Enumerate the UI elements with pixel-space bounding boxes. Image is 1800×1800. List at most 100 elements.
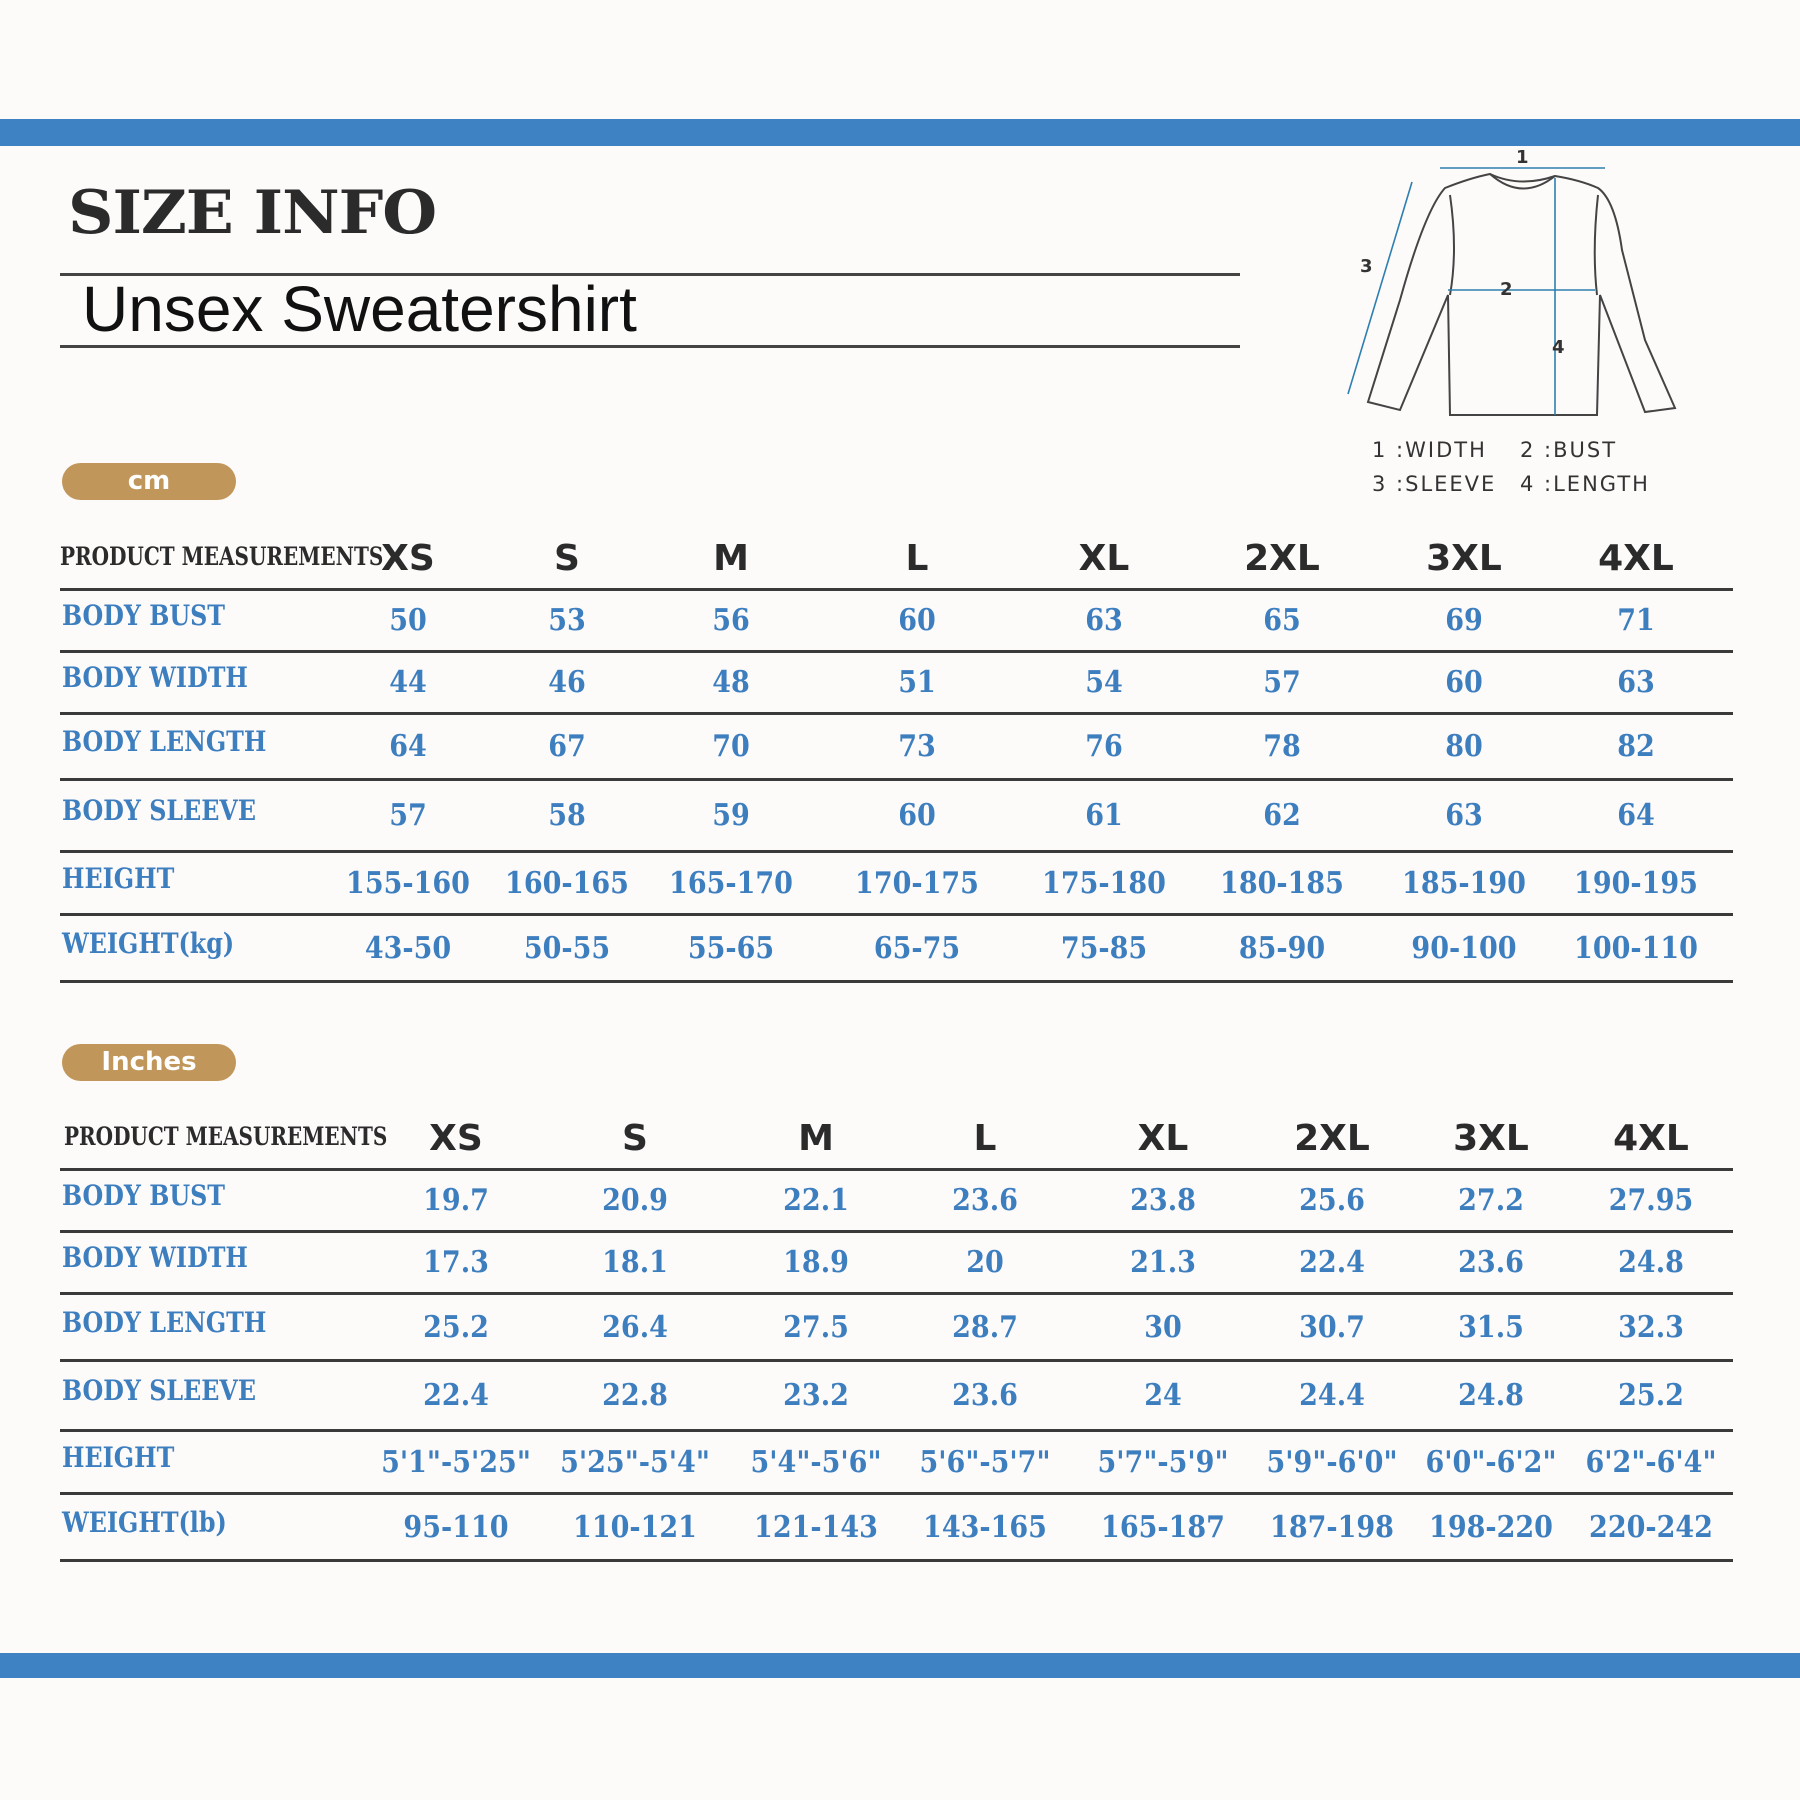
table-cell: 23.6 <box>952 1183 1018 1218</box>
header-product-measurements: PRODUCT MEASUREMENTS <box>64 1122 388 1151</box>
legend-sleeve: 3 :SLEEVE <box>1372 472 1497 496</box>
unit-badge-inches: Inches <box>62 1044 236 1081</box>
table-cell: 75-85 <box>1060 930 1148 966</box>
table-cell: 18.1 <box>602 1245 668 1280</box>
table-cell: 60 <box>898 798 936 833</box>
table-cell: 20.9 <box>602 1183 668 1218</box>
row-label-body-width: BODY WIDTH <box>62 661 248 694</box>
table-cell: 23.6 <box>952 1378 1018 1413</box>
table-cell: 60 <box>1445 665 1483 700</box>
row-label-weight-lb-: WEIGHT(lb) <box>62 1505 227 1539</box>
row-label-body-sleeve: BODY SLEEVE <box>62 1374 257 1407</box>
diagram-marker-4: 4 <box>1552 337 1565 358</box>
row-divider <box>60 1492 1733 1495</box>
row-divider <box>60 778 1733 781</box>
row-label-body-sleeve: BODY SLEEVE <box>62 794 257 827</box>
legend-bust: 2 :BUST <box>1520 438 1618 462</box>
table-cell: 56 <box>712 603 750 638</box>
table-cell: 63 <box>1445 798 1483 833</box>
size-header-4xl: 4XL <box>1598 538 1674 579</box>
table-cell: 44 <box>389 665 427 700</box>
sweatshirt-outline <box>1366 172 1677 416</box>
table-cell: 50 <box>389 603 427 638</box>
row-divider <box>60 1168 1733 1171</box>
title-divider-top <box>60 273 1240 276</box>
diagram-marker-2: 2 <box>1500 279 1513 300</box>
table-cell: 95-110 <box>403 1509 509 1545</box>
size-header-xl: XL <box>1078 538 1130 579</box>
table-cell: 5'9"-6'0" <box>1266 1444 1398 1480</box>
table-cell: 73 <box>898 729 936 764</box>
table-cell: 19.7 <box>423 1183 489 1218</box>
table-cell: 27.2 <box>1458 1183 1524 1218</box>
row-divider <box>60 588 1733 591</box>
table-cell: 82 <box>1617 729 1655 764</box>
table-cell: 27.5 <box>783 1309 849 1345</box>
table-cell: 143-165 <box>923 1509 1047 1545</box>
table-cell: 67 <box>548 729 586 764</box>
row-label-body-length: BODY LENGTH <box>62 725 267 758</box>
table-cell: 63 <box>1617 665 1655 700</box>
table-cell: 198-220 <box>1429 1509 1553 1545</box>
row-label-body-length: BODY LENGTH <box>62 1305 267 1339</box>
unit-badge-cm: cm <box>62 463 236 500</box>
row-divider <box>60 913 1733 916</box>
size-header-3xl: 3XL <box>1426 538 1502 579</box>
table-cell: 57 <box>1263 665 1301 700</box>
size-header-2xl: 2XL <box>1294 1118 1370 1159</box>
bottom-accent-bar <box>0 1653 1800 1678</box>
table-cell: 220-242 <box>1589 1509 1713 1545</box>
row-divider <box>60 650 1733 653</box>
table-cell: 65-75 <box>873 930 961 966</box>
table-cell: 6'0"-6'2" <box>1425 1444 1557 1480</box>
row-label-body-width: BODY WIDTH <box>62 1241 248 1274</box>
table-cell: 55-65 <box>687 930 775 966</box>
table-cell: 31.5 <box>1458 1309 1524 1345</box>
table-cell: 24.4 <box>1299 1378 1365 1413</box>
size-header-xl: XL <box>1137 1118 1189 1159</box>
table-cell: 43-50 <box>364 930 452 966</box>
table-cell: 26.4 <box>602 1309 668 1345</box>
table-cell: 22.8 <box>602 1378 668 1413</box>
table-cell: 25.2 <box>1618 1378 1684 1413</box>
table-cell: 46 <box>548 665 586 700</box>
size-header-l: L <box>973 1118 997 1159</box>
size-header-xs: XS <box>429 1118 483 1159</box>
top-accent-bar <box>0 119 1800 146</box>
table-cell: 22.4 <box>1299 1245 1365 1280</box>
diagram-marker-1: 1 <box>1516 147 1529 168</box>
product-name: Unsex Sweatershirt <box>82 273 637 345</box>
size-header-m: M <box>798 1118 834 1159</box>
table-cell: 121-143 <box>754 1509 878 1545</box>
row-label-body-bust: BODY BUST <box>62 1179 225 1212</box>
table-cell: 70 <box>712 729 750 764</box>
table-cell: 165-187 <box>1101 1509 1225 1545</box>
table-cell: 170-175 <box>855 865 979 901</box>
table-cell: 80 <box>1445 729 1483 764</box>
sleeve-arrow <box>1347 181 1413 395</box>
title-divider-bottom <box>60 345 1240 348</box>
table-cell: 62 <box>1263 798 1301 833</box>
table-cell: 175-180 <box>1042 865 1166 901</box>
diagram-marker-3: 3 <box>1360 256 1373 277</box>
row-divider <box>60 1559 1733 1562</box>
table-cell: 5'7"-5'9" <box>1097 1444 1229 1480</box>
table-cell: 69 <box>1445 603 1483 638</box>
table-cell: 6'2"-6'4" <box>1585 1444 1717 1480</box>
table-cell: 23.2 <box>783 1378 849 1413</box>
size-header-3xl: 3XL <box>1453 1118 1529 1159</box>
size-header-2xl: 2XL <box>1244 538 1320 579</box>
table-cell: 58 <box>548 798 586 833</box>
table-cell: 25.6 <box>1299 1183 1365 1218</box>
row-label-body-bust: BODY BUST <box>62 599 225 632</box>
table-cell: 5'6"-5'7" <box>919 1444 1051 1480</box>
table-cell: 48 <box>712 665 750 700</box>
table-cell: 17.3 <box>423 1245 489 1280</box>
size-header-s: S <box>554 538 580 579</box>
table-cell: 64 <box>389 729 427 764</box>
row-label-height: HEIGHT <box>62 1440 175 1474</box>
row-divider <box>60 1292 1733 1295</box>
table-cell: 32.3 <box>1618 1309 1684 1345</box>
table-cell: 185-190 <box>1402 865 1526 901</box>
table-cell: 160-165 <box>505 865 629 901</box>
